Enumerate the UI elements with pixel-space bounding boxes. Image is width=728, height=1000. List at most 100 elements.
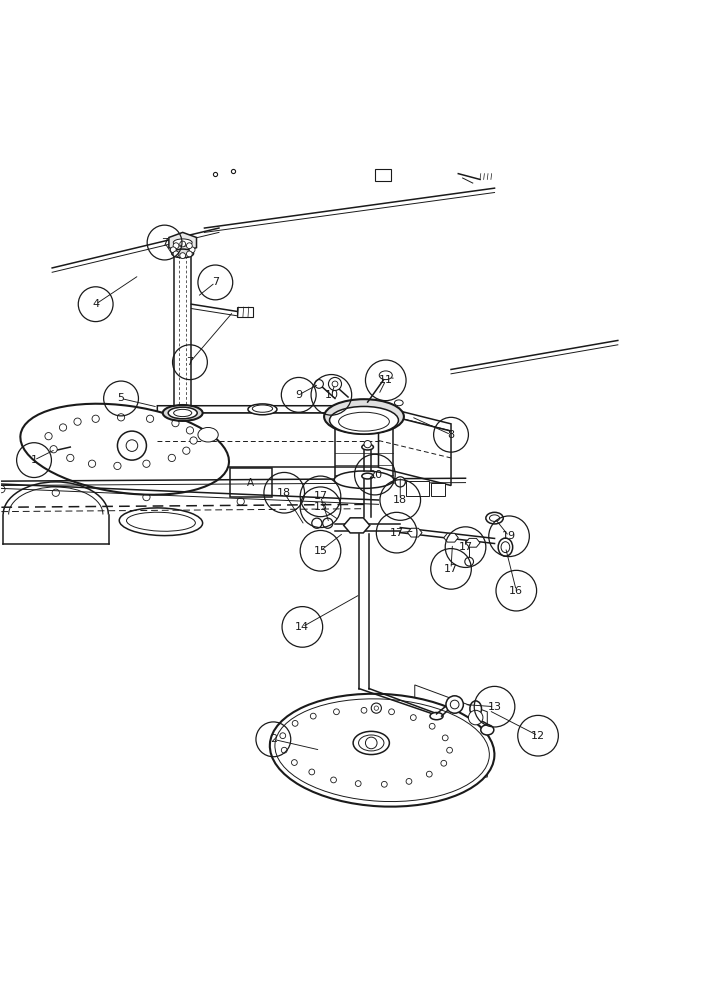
Text: 18: 18 <box>393 495 408 505</box>
Circle shape <box>143 460 150 467</box>
Circle shape <box>172 420 179 427</box>
Text: 8: 8 <box>448 430 454 440</box>
Circle shape <box>173 243 179 249</box>
Circle shape <box>427 771 432 777</box>
Circle shape <box>117 431 146 460</box>
Circle shape <box>309 769 314 775</box>
Ellipse shape <box>248 404 277 415</box>
Text: 11: 11 <box>379 375 393 385</box>
Circle shape <box>331 777 336 783</box>
Circle shape <box>237 498 245 505</box>
Ellipse shape <box>174 409 191 417</box>
Ellipse shape <box>127 512 195 531</box>
Ellipse shape <box>498 538 513 556</box>
Circle shape <box>381 781 387 787</box>
Text: 16: 16 <box>510 586 523 596</box>
Circle shape <box>146 415 154 422</box>
Text: 17: 17 <box>314 491 328 501</box>
Text: A: A <box>248 478 254 488</box>
Ellipse shape <box>173 239 192 246</box>
Circle shape <box>190 437 197 444</box>
Circle shape <box>50 446 58 453</box>
Text: 17: 17 <box>389 528 404 538</box>
FancyBboxPatch shape <box>47 447 55 454</box>
Circle shape <box>411 715 416 720</box>
Ellipse shape <box>362 444 373 450</box>
Circle shape <box>0 485 5 493</box>
Ellipse shape <box>119 508 202 536</box>
Circle shape <box>447 747 453 753</box>
Circle shape <box>323 518 333 528</box>
Text: 2: 2 <box>270 734 277 744</box>
Circle shape <box>170 247 176 253</box>
Circle shape <box>114 462 121 470</box>
Ellipse shape <box>334 471 394 488</box>
Polygon shape <box>406 481 430 496</box>
Ellipse shape <box>339 412 389 431</box>
Circle shape <box>186 427 194 434</box>
Polygon shape <box>344 518 370 533</box>
Ellipse shape <box>489 515 499 521</box>
Text: 14: 14 <box>296 622 309 632</box>
Text: 12: 12 <box>531 731 545 741</box>
Circle shape <box>168 454 175 462</box>
FancyBboxPatch shape <box>431 483 446 496</box>
Text: 7: 7 <box>161 238 168 248</box>
Polygon shape <box>157 413 379 467</box>
Ellipse shape <box>470 701 481 717</box>
Ellipse shape <box>486 512 503 524</box>
Text: 19: 19 <box>502 531 516 541</box>
Circle shape <box>365 737 377 749</box>
Circle shape <box>186 251 192 257</box>
Circle shape <box>281 747 287 753</box>
Circle shape <box>333 709 339 715</box>
Text: 13: 13 <box>314 502 328 512</box>
Text: 10: 10 <box>325 390 339 400</box>
Ellipse shape <box>163 405 202 421</box>
Ellipse shape <box>379 371 392 380</box>
Circle shape <box>52 489 60 496</box>
Ellipse shape <box>275 699 489 802</box>
Text: 13: 13 <box>488 702 502 712</box>
Circle shape <box>92 415 99 422</box>
Ellipse shape <box>362 473 373 479</box>
Circle shape <box>406 778 412 784</box>
Text: 1: 1 <box>31 455 38 465</box>
Ellipse shape <box>330 406 398 434</box>
Ellipse shape <box>480 725 494 735</box>
Ellipse shape <box>501 542 510 553</box>
Polygon shape <box>379 413 451 485</box>
Circle shape <box>464 557 473 566</box>
Polygon shape <box>415 685 487 779</box>
Ellipse shape <box>395 400 403 406</box>
Circle shape <box>280 733 285 739</box>
Circle shape <box>310 713 316 719</box>
Circle shape <box>446 696 463 713</box>
Circle shape <box>117 414 124 421</box>
Circle shape <box>143 493 150 501</box>
Circle shape <box>67 454 74 462</box>
Circle shape <box>443 735 448 741</box>
Text: 20: 20 <box>368 470 382 480</box>
Circle shape <box>441 760 447 766</box>
Ellipse shape <box>270 694 494 807</box>
Circle shape <box>364 441 371 448</box>
Circle shape <box>430 723 435 729</box>
Ellipse shape <box>324 399 404 434</box>
Polygon shape <box>444 533 459 542</box>
Text: 4: 4 <box>92 299 99 309</box>
Ellipse shape <box>172 249 194 258</box>
Circle shape <box>371 703 381 713</box>
Ellipse shape <box>253 405 272 412</box>
Circle shape <box>180 253 186 259</box>
Circle shape <box>126 440 138 451</box>
FancyBboxPatch shape <box>237 307 253 317</box>
Circle shape <box>74 418 81 425</box>
Circle shape <box>312 518 322 528</box>
Circle shape <box>45 433 52 440</box>
Text: 17: 17 <box>459 542 472 552</box>
Ellipse shape <box>20 404 229 495</box>
Text: 18: 18 <box>277 488 291 498</box>
Text: 7: 7 <box>186 357 194 367</box>
Ellipse shape <box>359 735 384 751</box>
